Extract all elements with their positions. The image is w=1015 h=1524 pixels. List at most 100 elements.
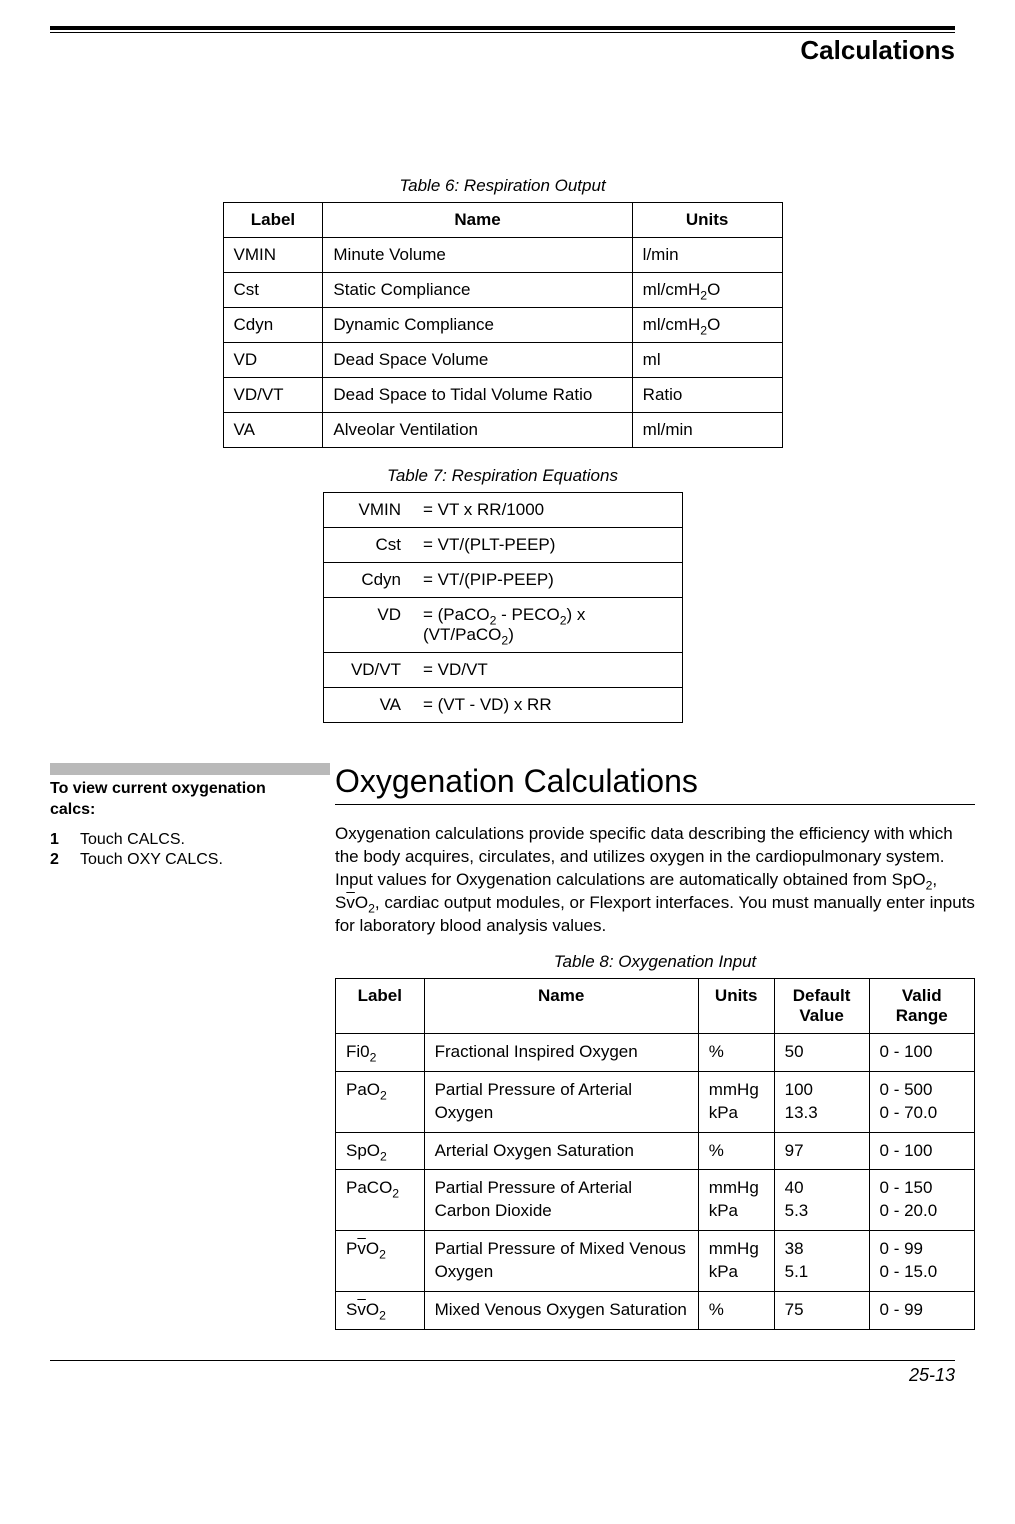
page-number: 25-13: [909, 1365, 955, 1385]
cell-label: Cst: [323, 528, 413, 563]
cell-label: PaO2: [336, 1071, 425, 1132]
step-text: Touch CALCS.: [80, 831, 185, 849]
cell-units: ml/cmH2O: [632, 273, 782, 308]
cell-name: Dynamic Compliance: [323, 308, 632, 343]
cell-units: mmHgkPa: [698, 1071, 774, 1132]
col-header: Name: [323, 203, 632, 238]
table-row: Cdyn= VT/(PIP-PEEP): [323, 563, 682, 598]
table-row: PvO2Partial Pressure of Mixed Venous Oxy…: [336, 1231, 975, 1292]
cell-name: Alveolar Ventilation: [323, 413, 632, 448]
cell-label: VD: [323, 598, 413, 653]
table-row: VD= (PaCO2 - PECO2) x (VT/PaCO2): [323, 598, 682, 653]
section-paragraph: Oxygenation calculations provide specifi…: [335, 823, 975, 938]
cell-equation: = VD/VT: [413, 653, 682, 688]
cell-range: 0 - 99: [869, 1292, 974, 1330]
cell-equation: = VT/(PIP-PEEP): [413, 563, 682, 598]
cell-label: VMIN: [223, 238, 323, 273]
cell-units: %: [698, 1132, 774, 1170]
col-header: Units: [698, 978, 774, 1033]
cell-default: 385.1: [774, 1231, 869, 1292]
cell-units: l/min: [632, 238, 782, 273]
cell-equation: = (PaCO2 - PECO2) x (VT/PaCO2): [413, 598, 682, 653]
sidenote-title: To view current oxygenation calcs:: [50, 779, 315, 821]
cell-range: 0 - 1500 - 20.0: [869, 1170, 974, 1231]
table-row: CstStatic Complianceml/cmH2O: [223, 273, 782, 308]
table-row: Cst= VT/(PLT-PEEP): [323, 528, 682, 563]
cell-default: 405.3: [774, 1170, 869, 1231]
sidenote-step: 2Touch OXY CALCS.: [50, 851, 315, 869]
cell-equation: = (VT - VD) x RR: [413, 688, 682, 723]
heading-rule: [335, 804, 975, 805]
cell-label: SvO2: [336, 1292, 425, 1330]
cell-label: VD/VT: [223, 378, 323, 413]
step-text: Touch OXY CALCS.: [80, 851, 223, 869]
col-header: Name: [424, 978, 698, 1033]
cell-name: Partial Pressure of Arterial Carbon Diox…: [424, 1170, 698, 1231]
page-title: Calculations: [800, 35, 955, 65]
cell-name: Partial Pressure of Arterial Oxygen: [424, 1071, 698, 1132]
page: Calculations Table 6: Respiration Output…: [0, 0, 1015, 1416]
cell-units: mmHgkPa: [698, 1170, 774, 1231]
table6-caption: Table 6: Respiration Output: [50, 176, 955, 196]
cell-label: PaCO2: [336, 1170, 425, 1231]
cell-label: SpO2: [336, 1132, 425, 1170]
cell-label: VD: [223, 343, 323, 378]
page-header: Calculations: [50, 32, 955, 66]
col-header: Units: [632, 203, 782, 238]
cell-units: %: [698, 1033, 774, 1071]
cell-units: Ratio: [632, 378, 782, 413]
content: Table 6: Respiration Output Label Name U…: [50, 176, 955, 1330]
table-header-row: Label Name Units Default Value Valid Ran…: [336, 978, 975, 1033]
table7: VMIN= VT x RR/1000Cst= VT/(PLT-PEEP)Cdyn…: [323, 492, 683, 723]
cell-name: Static Compliance: [323, 273, 632, 308]
table-row: SvO2Mixed Venous Oxygen Saturation%750 -…: [336, 1292, 975, 1330]
main-column: Oxygenation Calculations Oxygenation cal…: [335, 763, 975, 1330]
table-row: VD/VTDead Space to Tidal Volume RatioRat…: [223, 378, 782, 413]
cell-range: 0 - 100: [869, 1132, 974, 1170]
cell-range: 0 - 100: [869, 1033, 974, 1071]
step-number: 1: [50, 831, 80, 849]
table6: Label Name Units VMINMinute Volumel/minC…: [223, 202, 783, 448]
cell-units: ml/min: [632, 413, 782, 448]
cell-name: Arterial Oxygen Saturation: [424, 1132, 698, 1170]
table-row: PaCO2Partial Pressure of Arterial Carbon…: [336, 1170, 975, 1231]
table-row: SpO2Arterial Oxygen Saturation%970 - 100: [336, 1132, 975, 1170]
table-row: VAAlveolar Ventilationml/min: [223, 413, 782, 448]
col-header: Label: [336, 978, 425, 1033]
cell-label: Cdyn: [323, 563, 413, 598]
table-row: VMIN= VT x RR/1000: [323, 493, 682, 528]
cell-name: Fractional Inspired Oxygen: [424, 1033, 698, 1071]
cell-name: Dead Space Volume: [323, 343, 632, 378]
cell-default: 50: [774, 1033, 869, 1071]
cell-label: Fi02: [336, 1033, 425, 1071]
cell-label: VMIN: [323, 493, 413, 528]
cell-equation: = VT x RR/1000: [413, 493, 682, 528]
sidenote-step: 1Touch CALCS.: [50, 831, 315, 849]
cell-default: 97: [774, 1132, 869, 1170]
cell-default: 10013.3: [774, 1071, 869, 1132]
cell-label: Cdyn: [223, 308, 323, 343]
step-number: 2: [50, 851, 80, 869]
page-footer: 25-13: [50, 1360, 955, 1386]
two-column-section: To view current oxygenation calcs: 1Touc…: [50, 763, 955, 1330]
table-row: VMINMinute Volumel/min: [223, 238, 782, 273]
table-row: VD/VT= VD/VT: [323, 653, 682, 688]
cell-units: ml/cmH2O: [632, 308, 782, 343]
cell-name: Partial Pressure of Mixed Venous Oxygen: [424, 1231, 698, 1292]
cell-equation: = VT/(PLT-PEEP): [413, 528, 682, 563]
sidebar-note: To view current oxygenation calcs: 1Touc…: [50, 763, 335, 1330]
table7-caption: Table 7: Respiration Equations: [50, 466, 955, 486]
section-heading: Oxygenation Calculations: [335, 763, 975, 800]
col-header: Label: [223, 203, 323, 238]
table-row: CdynDynamic Complianceml/cmH2O: [223, 308, 782, 343]
cell-units: ml: [632, 343, 782, 378]
table-row: VDDead Space Volumeml: [223, 343, 782, 378]
cell-range: 0 - 990 - 15.0: [869, 1231, 974, 1292]
cell-label: VA: [323, 688, 413, 723]
table-header-row: Label Name Units: [223, 203, 782, 238]
table-row: VA= (VT - VD) x RR: [323, 688, 682, 723]
sidenote-bar: [50, 763, 330, 775]
cell-label: Cst: [223, 273, 323, 308]
cell-label: VA: [223, 413, 323, 448]
cell-name: Dead Space to Tidal Volume Ratio: [323, 378, 632, 413]
